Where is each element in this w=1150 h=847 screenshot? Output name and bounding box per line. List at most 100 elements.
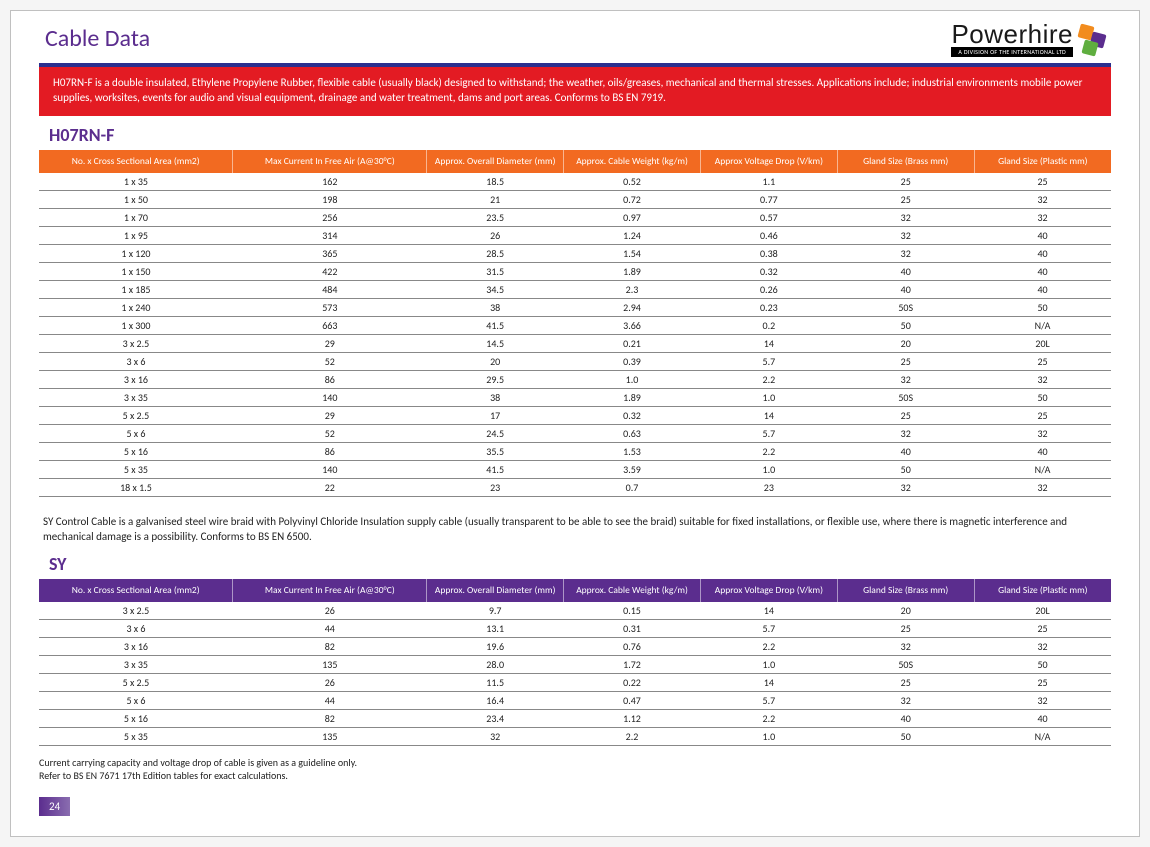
- table-cell: 0.47: [564, 692, 701, 710]
- table-cell: 0.15: [564, 602, 701, 620]
- table-cell: 0.26: [700, 281, 837, 299]
- table-cell: 29: [233, 335, 427, 353]
- table-cell: 40: [974, 710, 1111, 728]
- table-cell: 26: [233, 674, 427, 692]
- table-cell: 50: [974, 389, 1111, 407]
- table-cell: 3 x 6: [39, 353, 233, 371]
- table-cell: 1.0: [700, 656, 837, 674]
- table-cell: 1.0: [700, 728, 837, 746]
- table-cell: 32: [427, 728, 564, 746]
- page-number: 24: [39, 797, 70, 816]
- table-cell: 140: [233, 461, 427, 479]
- table-cell: 28.5: [427, 245, 564, 263]
- table-cell: 256: [233, 209, 427, 227]
- table-cell: 14.5: [427, 335, 564, 353]
- table-cell: 0.76: [564, 638, 701, 656]
- column-header: Approx. Cable Weight (kg/m): [564, 579, 701, 602]
- table-cell: 135: [233, 656, 427, 674]
- table-row: 3 x 168629.51.02.23232: [39, 371, 1111, 389]
- table-cell: 32: [837, 371, 974, 389]
- table-cell: 1 x 150: [39, 263, 233, 281]
- table-row: 5 x 35135322.21.050N/A: [39, 728, 1111, 746]
- column-header: No. x Cross Sectional Area (mm2): [39, 150, 233, 173]
- table-cell: 9.7: [427, 602, 564, 620]
- intro-banner: H07RN-F is a double insulated, Ethylene …: [39, 63, 1111, 116]
- table-cell: 14: [700, 407, 837, 425]
- logo-icon: [1077, 23, 1111, 57]
- table-cell: 52: [233, 353, 427, 371]
- table-cell: 52: [233, 425, 427, 443]
- column-header: Approx. Overall Diameter (mm): [427, 150, 564, 173]
- table-cell: 663: [233, 317, 427, 335]
- table-cell: 44: [233, 620, 427, 638]
- table-cell: N/A: [974, 728, 1111, 746]
- table-row: 1 x 7025623.50.970.573232: [39, 209, 1111, 227]
- column-header: Approx Voltage Drop (V/km): [700, 150, 837, 173]
- table-cell: 5.7: [700, 692, 837, 710]
- table-cell: 1.24: [564, 227, 701, 245]
- footnote-line: Refer to BS EN 7671 17th Edition tables …: [39, 769, 1111, 782]
- table-cell: 34.5: [427, 281, 564, 299]
- table-cell: 40: [974, 263, 1111, 281]
- table-cell: 1.53: [564, 443, 701, 461]
- table-cell: 1.54: [564, 245, 701, 263]
- footnote-line: Current carrying capacity and voltage dr…: [39, 756, 1111, 769]
- table-cell: 50S: [837, 656, 974, 674]
- table-cell: 1.0: [700, 389, 837, 407]
- table-cell: 40: [974, 245, 1111, 263]
- table-row: 5 x 65224.50.635.73232: [39, 425, 1111, 443]
- table-cell: N/A: [974, 317, 1111, 335]
- table-cell: 32: [974, 638, 1111, 656]
- table-cell: 365: [233, 245, 427, 263]
- table-cell: 1 x 185: [39, 281, 233, 299]
- section-title-sy: SY: [49, 553, 1111, 575]
- table-cell: 32: [974, 692, 1111, 710]
- table-cell: 44: [233, 692, 427, 710]
- table-cell: 82: [233, 710, 427, 728]
- table-cell: 16.4: [427, 692, 564, 710]
- table-cell: 40: [974, 443, 1111, 461]
- table-cell: 19.6: [427, 638, 564, 656]
- table-sy: No. x Cross Sectional Area (mm2)Max Curr…: [39, 579, 1111, 746]
- table-cell: 2.2: [700, 443, 837, 461]
- table-cell: 0.2: [700, 317, 837, 335]
- table-cell: 1 x 240: [39, 299, 233, 317]
- table-cell: 1 x 120: [39, 245, 233, 263]
- table-cell: 0.23: [700, 299, 837, 317]
- table-cell: 3 x 16: [39, 638, 233, 656]
- table-h07: No. x Cross Sectional Area (mm2)Max Curr…: [39, 150, 1111, 497]
- table-cell: 50: [837, 461, 974, 479]
- table-cell: 40: [837, 710, 974, 728]
- table-cell: 23.5: [427, 209, 564, 227]
- table-cell: 32: [837, 479, 974, 497]
- table-cell: 32: [974, 479, 1111, 497]
- table-row: 5 x 168635.51.532.24040: [39, 443, 1111, 461]
- table-row: 3 x 168219.60.762.23232: [39, 638, 1111, 656]
- table-cell: 25: [974, 674, 1111, 692]
- logo-subtext: A DIVISION OF THE INTERNATIONAL LTD: [951, 47, 1073, 57]
- table-cell: 0.32: [564, 407, 701, 425]
- table-cell: 3 x 16: [39, 371, 233, 389]
- table-cell: 0.31: [564, 620, 701, 638]
- table-cell: 82: [233, 638, 427, 656]
- table-cell: 0.22: [564, 674, 701, 692]
- table-cell: 314: [233, 227, 427, 245]
- table-cell: 25: [837, 173, 974, 191]
- table-cell: 5 x 6: [39, 692, 233, 710]
- table-cell: 1 x 300: [39, 317, 233, 335]
- table-cell: 1.12: [564, 710, 701, 728]
- table-cell: N/A: [974, 461, 1111, 479]
- table-cell: 25: [974, 173, 1111, 191]
- table-row: 1 x 95314261.240.463240: [39, 227, 1111, 245]
- table-row: 1 x 12036528.51.540.383240: [39, 245, 1111, 263]
- table-row: 5 x 168223.41.122.24040: [39, 710, 1111, 728]
- table-cell: 32: [974, 425, 1111, 443]
- table-cell: 50: [974, 299, 1111, 317]
- table-row: 3 x 2.52914.50.21142020L: [39, 335, 1111, 353]
- table-cell: 2.2: [700, 371, 837, 389]
- table-cell: 0.52: [564, 173, 701, 191]
- table-row: 3 x 35140381.891.050S50: [39, 389, 1111, 407]
- table-cell: 32: [837, 245, 974, 263]
- table-cell: 422: [233, 263, 427, 281]
- table-cell: 5.7: [700, 620, 837, 638]
